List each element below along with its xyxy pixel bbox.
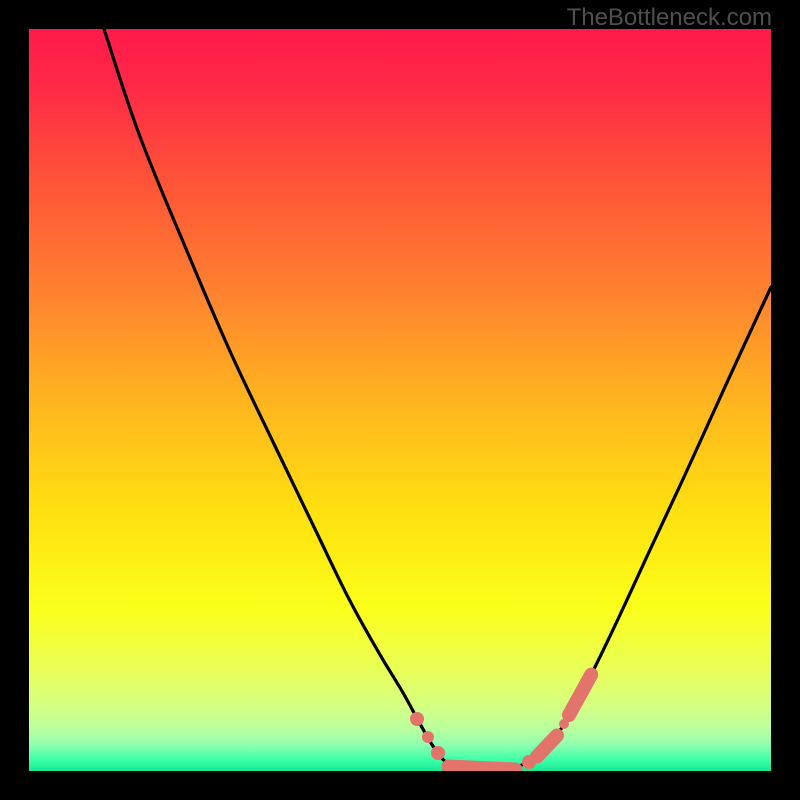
marker-dot bbox=[410, 712, 424, 726]
bottleneck-curve bbox=[29, 29, 771, 771]
marker-dot bbox=[431, 746, 445, 760]
watermark-text: TheBottleneck.com bbox=[567, 4, 772, 32]
plot-area bbox=[29, 29, 771, 771]
curve-path bbox=[104, 29, 771, 769]
marker-dot bbox=[422, 731, 434, 743]
